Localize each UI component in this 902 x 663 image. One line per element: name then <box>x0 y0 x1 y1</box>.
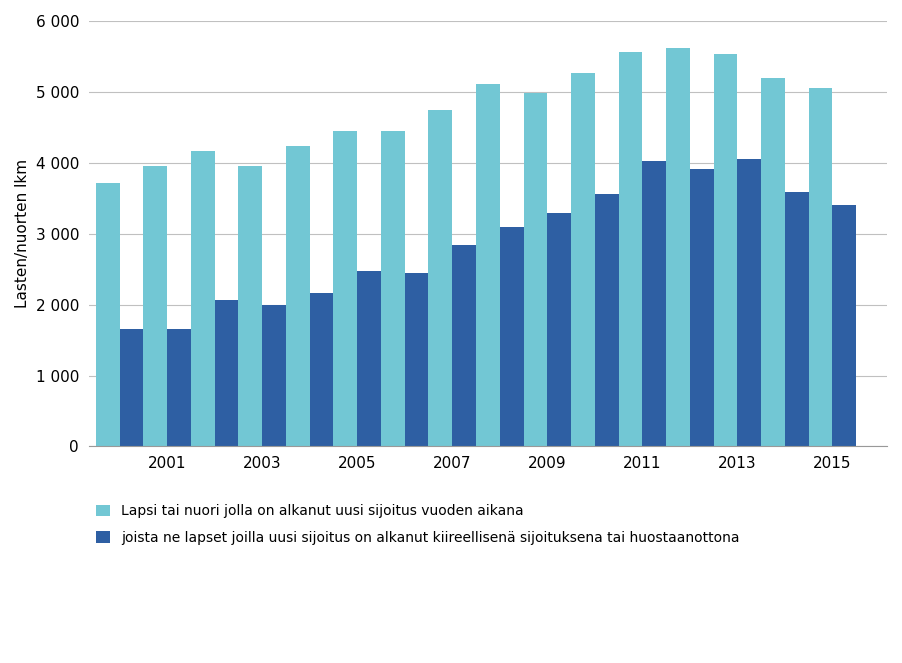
Bar <box>594 194 619 446</box>
Bar <box>120 329 143 446</box>
Bar <box>215 300 238 446</box>
Bar <box>262 305 286 446</box>
Bar <box>571 74 594 446</box>
Bar <box>334 131 357 446</box>
Bar <box>833 206 856 446</box>
Bar <box>167 329 191 446</box>
Bar <box>428 109 452 446</box>
Bar <box>737 159 761 446</box>
Bar <box>452 245 476 446</box>
Bar <box>191 151 215 446</box>
Bar <box>500 227 523 446</box>
Bar <box>405 273 428 446</box>
Bar <box>238 166 262 446</box>
Bar <box>690 169 713 446</box>
Bar <box>381 131 405 446</box>
Bar <box>642 161 666 446</box>
Y-axis label: Lasten/nuorten lkm: Lasten/nuorten lkm <box>15 159 30 308</box>
Bar <box>286 146 309 446</box>
Bar <box>761 78 785 446</box>
Bar <box>785 192 808 446</box>
Bar <box>619 52 642 446</box>
Bar <box>357 271 381 446</box>
Bar <box>96 183 120 446</box>
Bar <box>808 88 833 446</box>
Bar <box>666 48 690 446</box>
Legend: Lapsi tai nuori jolla on alkanut uusi sijoitus vuoden aikana, joista ne lapset j: Lapsi tai nuori jolla on alkanut uusi si… <box>96 505 740 545</box>
Bar <box>713 54 737 446</box>
Bar <box>523 93 548 446</box>
Bar <box>143 166 167 446</box>
Bar <box>548 213 571 446</box>
Bar <box>476 84 500 446</box>
Bar <box>309 293 334 446</box>
